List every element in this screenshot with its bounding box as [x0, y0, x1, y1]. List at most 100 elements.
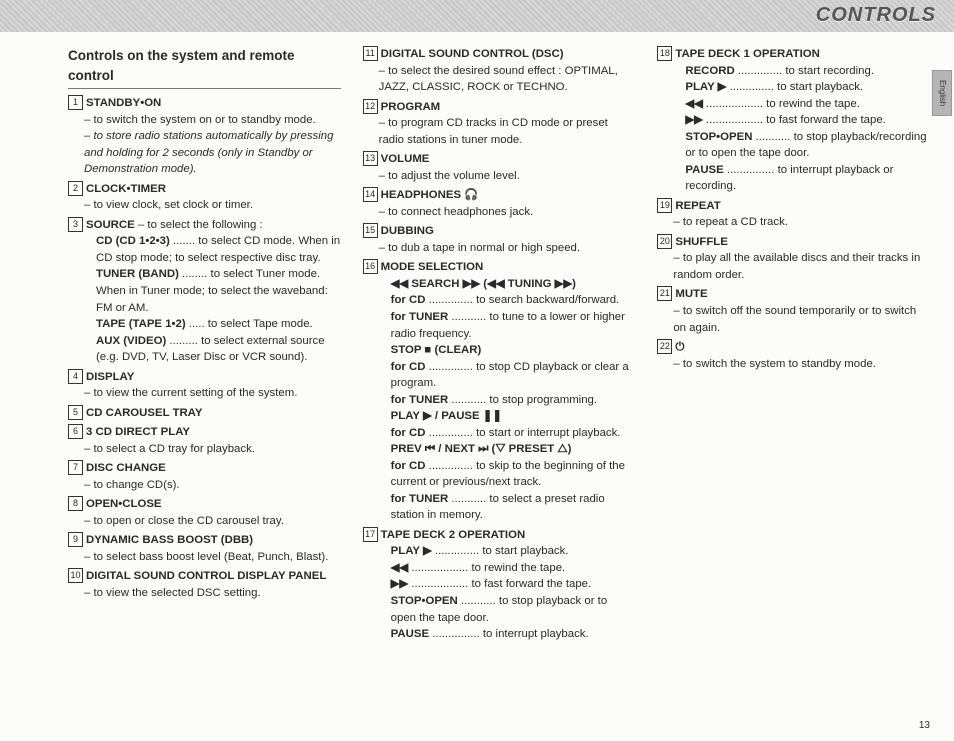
kv-val: to fast forward the tape.	[472, 578, 592, 590]
kv-val: to rewind the tape.	[472, 562, 566, 574]
numbox: 11	[363, 46, 378, 61]
kv-key: for CD	[391, 294, 426, 306]
control-item: 14HEADPHONES 🎧 – to connect headphones ja…	[363, 187, 636, 220]
kv-dots: ..............	[735, 65, 786, 77]
kv-dots: ..............	[425, 294, 476, 306]
kv-row: TAPE (TAPE 1•2) ..... to select Tape mod…	[68, 316, 341, 333]
control-head: HEADPHONES 🎧	[381, 189, 479, 201]
kv-dots: .....	[186, 318, 208, 330]
numbox: 8	[68, 496, 83, 511]
control-subhead: PREV ⏮ / NEXT ⏭ (▽ PRESET △)	[363, 441, 636, 458]
kv-key: PLAY ▶	[391, 545, 432, 557]
control-head: DISPLAY	[86, 371, 134, 383]
kv-dots: ..................	[408, 578, 471, 590]
kv-key: for TUNER	[391, 394, 449, 406]
control-head: 3 CD DIRECT PLAY	[86, 426, 190, 438]
control-head: OPEN•CLOSE	[86, 498, 162, 510]
control-item: 5CD CAROUSEL TRAY	[68, 405, 341, 422]
control-item: 1STANDBY•ON– to switch the system on or …	[68, 95, 341, 178]
control-item: 15DUBBING– to dub a tape in normal or hi…	[363, 223, 636, 256]
kv-dots: ..................	[703, 114, 766, 126]
kv-key: PAUSE	[685, 164, 723, 176]
control-head: DIGITAL SOUND CONTROL (DSC)	[381, 48, 564, 60]
kv-key: AUX (VIDEO)	[96, 335, 166, 347]
control-line: – to dub a tape in normal or high speed.	[363, 240, 636, 257]
control-item: 3SOURCE – to select the following :CD (C…	[68, 217, 341, 366]
control-head: STANDBY•ON	[86, 97, 161, 109]
numbox: 14	[363, 187, 378, 202]
kv-row: ◀◀ .................. to rewind the tape…	[363, 560, 636, 577]
kv-dots: ........	[179, 268, 211, 280]
control-line: – to play all the available discs and th…	[657, 250, 930, 283]
control-head: TAPE DECK 2 OPERATION	[381, 529, 526, 541]
kv-dots: ..............	[425, 427, 476, 439]
kv-key: ◀◀	[391, 562, 409, 574]
numbox: 19	[657, 198, 672, 213]
control-item: 19REPEAT– to repeat a CD track.	[657, 198, 930, 231]
control-item: 22⏻– to switch the system to standby mod…	[657, 339, 930, 372]
kv-key: for CD	[391, 427, 426, 439]
control-line: – to program CD tracks in CD mode or pre…	[363, 115, 636, 148]
page-number: 13	[919, 720, 930, 731]
control-item: 7DISC CHANGE– to change CD(s).	[68, 460, 341, 493]
control-line: – to view the current setting of the sys…	[68, 385, 341, 402]
control-head: CLOCK•TIMER	[86, 183, 166, 195]
kv-key: ◀◀	[685, 98, 703, 110]
kv-row: TUNER (BAND) ........ to select Tuner mo…	[68, 266, 341, 316]
control-line: – to adjust the volume level.	[363, 168, 636, 185]
numbox: 1	[68, 95, 83, 110]
numbox: 17	[363, 527, 378, 542]
kv-dots: ..............	[425, 460, 476, 472]
kv-row: STOP•OPEN ........... to stop playback/r…	[657, 129, 930, 162]
kv-dots: .......	[170, 235, 198, 247]
kv-val: to select Tape mode.	[208, 318, 313, 330]
kv-row: for CD .............. to search backward…	[363, 292, 636, 309]
column-2: 11DIGITAL SOUND CONTROL (DSC)– to select…	[363, 46, 636, 646]
kv-key: PLAY ▶	[685, 81, 726, 93]
kv-dots: ...........	[448, 493, 489, 505]
numbox: 22	[657, 339, 672, 354]
control-item: 2CLOCK•TIMER– to view clock, set clock o…	[68, 181, 341, 214]
control-line: – to connect headphones jack.	[363, 204, 636, 221]
kv-key: for CD	[391, 361, 426, 373]
kv-dots: ..............	[726, 81, 777, 93]
kv-val: to start playback.	[777, 81, 863, 93]
section-title: Controls on the system and remote contro…	[68, 46, 341, 89]
kv-row: ▶▶ .................. to fast forward th…	[363, 576, 636, 593]
numbox: 18	[657, 46, 672, 61]
control-line: – to view the selected DSC setting.	[68, 585, 341, 602]
kv-dots: ...............	[429, 628, 483, 640]
control-head: SOURCE	[86, 219, 135, 231]
control-head: TAPE DECK 1 OPERATION	[675, 48, 820, 60]
numbox: 16	[363, 259, 378, 274]
kv-row: PAUSE ............... to interrupt playb…	[363, 626, 636, 643]
control-line: – to select bass boost level (Beat, Punc…	[68, 549, 341, 566]
kv-dots: ..................	[703, 98, 766, 110]
control-head: MUTE	[675, 288, 707, 300]
control-item: 4DISPLAY– to view the current setting of…	[68, 369, 341, 402]
numbox: 13	[363, 151, 378, 166]
numbox: 10	[68, 568, 83, 583]
column-3: 18TAPE DECK 1 OPERATIONRECORD ..........…	[657, 46, 930, 646]
kv-row: ▶▶ .................. to fast forward th…	[657, 112, 930, 129]
control-item: 16MODE SELECTION◀◀ SEARCH ▶▶ (◀◀ TUNING …	[363, 259, 636, 524]
control-line: – to switch off the sound temporarily or…	[657, 303, 930, 336]
numbox: 6	[68, 424, 83, 439]
control-item: 18TAPE DECK 1 OPERATIONRECORD ..........…	[657, 46, 930, 195]
control-item: 17TAPE DECK 2 OPERATION PLAY ▶ ..........…	[363, 527, 636, 643]
control-item: 9DYNAMIC BASS BOOST (DBB)– to select bas…	[68, 532, 341, 565]
kv-val: to search backward/forward.	[476, 294, 619, 306]
kv-row: PLAY ▶ .............. to start playback.	[657, 79, 930, 96]
kv-row: for TUNER ........... to tune to a lower…	[363, 309, 636, 342]
kv-dots: .........	[166, 335, 201, 347]
kv-row: for CD .............. to skip to the beg…	[363, 458, 636, 491]
kv-row: CD (CD 1•2•3) ....... to select CD mode.…	[68, 233, 341, 266]
kv-val: to start playback.	[482, 545, 568, 557]
control-item: 20SHUFFLE– to play all the available dis…	[657, 234, 930, 284]
control-item: 12PROGRAM– to program CD tracks in CD mo…	[363, 99, 636, 149]
kv-key: for TUNER	[391, 493, 449, 505]
kv-key: PAUSE	[391, 628, 429, 640]
header-title: CONTROLS	[816, 4, 936, 27]
control-head: ⏻	[675, 341, 684, 353]
kv-row: for TUNER ........... to select a preset…	[363, 491, 636, 524]
